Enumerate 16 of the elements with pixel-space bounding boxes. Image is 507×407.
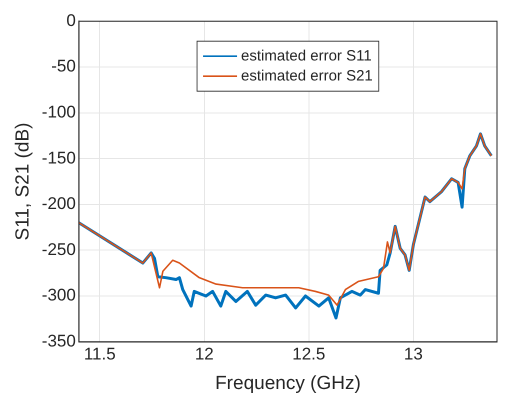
- y-tick-label: -300: [42, 286, 76, 305]
- x-tick-label: 12.5: [292, 344, 326, 364]
- x-tick-label: 12: [194, 344, 214, 364]
- y-tick-label: -250: [42, 240, 76, 259]
- y-tick-label: 0: [66, 10, 76, 30]
- x-axis-title: Frequency (GHz): [215, 372, 361, 394]
- y-tick-label: -100: [42, 102, 76, 122]
- y-tick-label: -350: [42, 331, 76, 350]
- x-tick-label: 13: [404, 344, 423, 364]
- y-tick-label: -50: [51, 56, 76, 76]
- y-axis-title: S11, S21 (dB): [12, 122, 34, 240]
- legend-label: estimated error S11: [241, 47, 372, 64]
- legend-label: estimated error S21: [241, 67, 373, 84]
- x-tick-label: 11.5: [84, 344, 116, 364]
- y-tick-label: -150: [42, 148, 76, 168]
- y-tick-label: -200: [42, 194, 76, 214]
